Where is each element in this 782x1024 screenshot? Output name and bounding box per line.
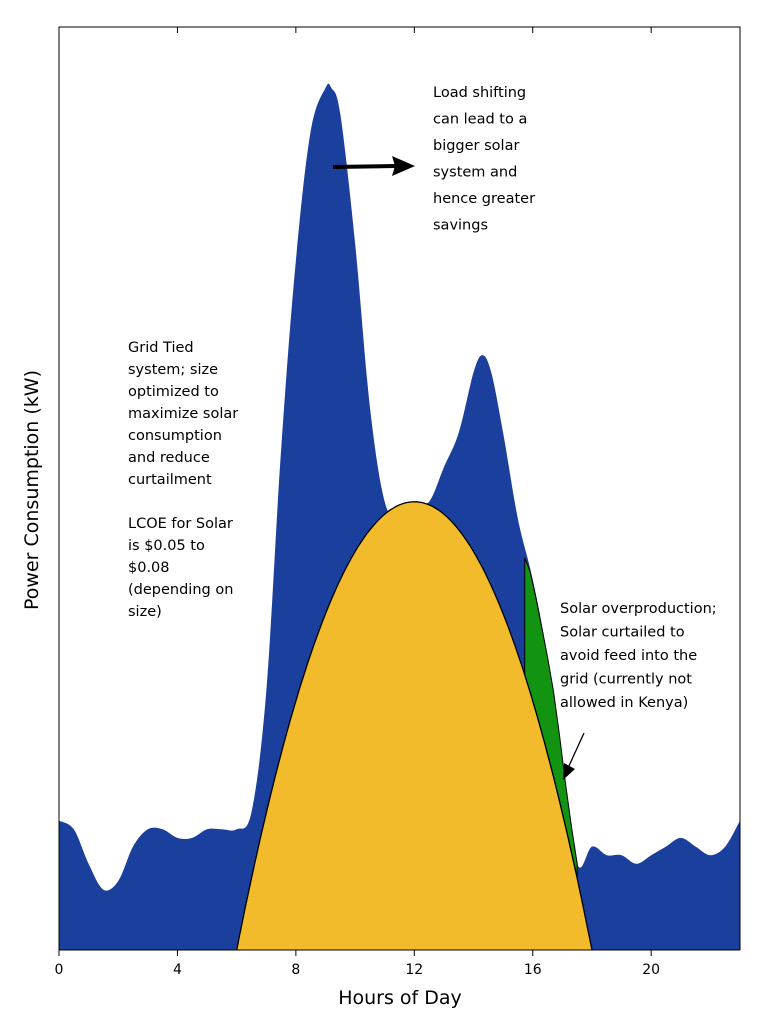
x-tick-label: 20 [642,962,660,978]
annotation-line: curtailment [128,472,212,488]
annotation-load-shifting: Load shifting can lead to a bigger solar sy… [433,85,535,234]
y-axis-title: Power Consumption (kW) [21,370,43,610]
annotation-line: system and [433,165,517,181]
annotation-line: savings [433,218,488,234]
plot-frame [58,26,741,951]
annotation-line: can lead to a [433,112,527,128]
annotation-line: system; size [128,362,218,378]
x-tick-label: 12 [405,962,423,978]
annotation-line: LCOE for Solar [128,516,233,532]
annotation-line: maximize solar [128,406,238,422]
annotation-line: and reduce [128,450,210,466]
annotation-overproduction: Solar overproduction; Solar curtailed to a… [560,601,717,711]
x-tick-label: 4 [173,962,182,978]
x-tick-label: 16 [524,962,542,978]
load-shift-arrow [332,156,415,176]
annotation-line: grid (currently not [560,672,692,688]
x-tick-label: 8 [291,962,300,978]
annotation-line: hence greater [433,191,535,207]
annotation-line: is $0.05 to [128,538,205,554]
annotation-line: (depending on [128,582,233,598]
annotation-line: allowed in Kenya) [560,695,688,711]
chart-areas [59,83,740,951]
x-tick-label: 0 [55,962,64,978]
annotation-line: Grid Tied [128,340,194,356]
solar-outline [236,501,593,951]
annotation-line: $0.08 [128,560,170,576]
annotation-line: Solar overproduction; [560,601,717,617]
top-axis-ticks [58,27,652,33]
annotation-line: size) [128,604,162,620]
annotation-line: Solar curtailed to [560,625,685,641]
x-axis-title: Hours of Day [338,987,462,1009]
annotation-line: avoid feed into the [560,648,697,664]
annotation-line: consumption [128,428,222,444]
annotation-grid-tied: Grid Tied system; size optimized to maximiz… [128,340,238,620]
annotation-line: optimized to [128,384,219,400]
chart-annotations: Load shifting can lead to a bigger solar sy… [128,85,717,711]
x-axis-tick-labels: 0 4 8 12 16 20 [55,962,661,978]
curtailment-arrow [563,732,585,780]
annotation-line: Load shifting [433,85,526,101]
annotation-line: bigger solar [433,138,519,154]
x-axis-ticks [58,950,652,956]
